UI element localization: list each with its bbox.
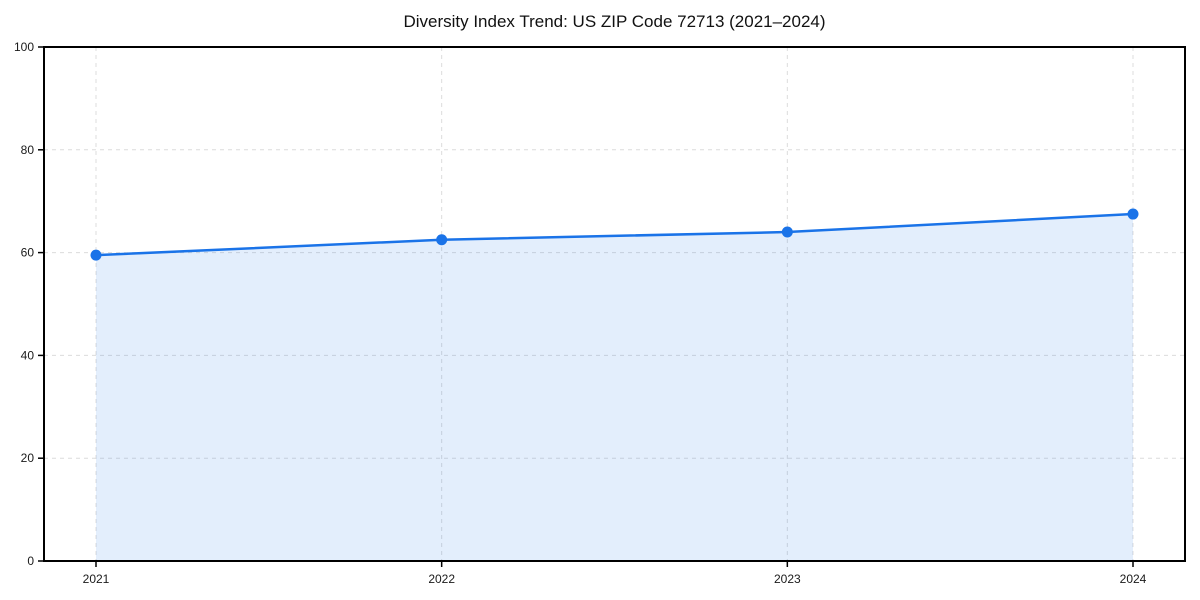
plot-border [43, 46, 1186, 562]
data-point-2023 [781, 226, 793, 238]
chart-title: Diversity Index Trend: US ZIP Code 72713… [403, 12, 826, 31]
data-point-2024 [1127, 208, 1139, 220]
x-tick-label: 2021 [83, 572, 110, 586]
x-tick-label: 2022 [428, 572, 455, 586]
y-tick-label: 60 [21, 246, 35, 260]
x-tick-label: 2023 [774, 572, 801, 586]
data-point-2022 [436, 234, 448, 246]
x-tick-label: 2024 [1120, 572, 1147, 586]
y-tick-label: 100 [14, 40, 34, 54]
y-tick-label: 80 [21, 143, 35, 157]
area-fill [96, 214, 1133, 562]
y-tick-label: 0 [27, 554, 34, 568]
y-tick-label: 40 [21, 348, 35, 362]
data-point-2021 [90, 249, 102, 261]
trend-line [95, 212, 1134, 257]
y-tick-label: 20 [21, 451, 35, 465]
